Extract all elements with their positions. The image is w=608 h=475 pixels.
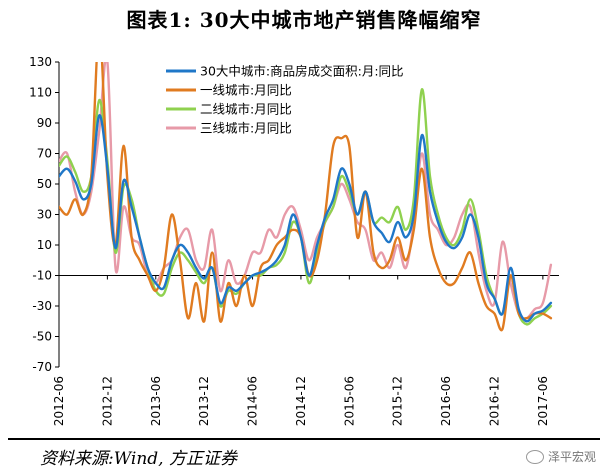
y-axis: -70 -50 -30 -10 10 30 50 70 90 110 130 <box>29 55 60 374</box>
chart-title: 图表1: 30大中城市地产销售降幅缩窄 <box>126 8 482 32</box>
x-tick-label: 2012-12 <box>100 376 114 426</box>
y-tick-label: 30 <box>37 208 52 222</box>
footer-divider <box>8 438 600 440</box>
x-tick-label: 2014-12 <box>294 376 308 426</box>
y-tick-label: -30 <box>32 299 52 313</box>
x-axis: 2012-06 2012-12 2013-06 2013-12 2014-06 2014-… <box>52 275 559 426</box>
x-tick-label: 2015-06 <box>342 376 356 426</box>
legend-label-3: 三线城市:月同比 <box>200 121 292 136</box>
legend-label-2: 二线城市:月同比 <box>200 102 292 117</box>
watermark-text: 泽平宏观 <box>547 450 596 464</box>
x-tick-label: 2013-12 <box>197 376 211 426</box>
y-tick-label: 70 <box>37 147 52 161</box>
series-layer <box>59 62 553 332</box>
y-tick-label: 10 <box>37 238 52 252</box>
y-tick-label: -70 <box>32 360 52 374</box>
x-tick-label: 2015-12 <box>391 376 405 426</box>
y-tick-label: 50 <box>37 177 52 191</box>
y-tick-label: -50 <box>32 330 52 344</box>
source-note: 资料来源:Wind, 方正证券 <box>40 449 237 469</box>
y-tick-label: 110 <box>29 86 52 100</box>
watermark: 泽平宏观 <box>525 448 596 465</box>
x-tick-label: 2017-06 <box>536 376 550 426</box>
wechat-icon <box>525 449 544 464</box>
x-tick-label: 2016-06 <box>439 376 453 426</box>
x-tick-label: 2012-06 <box>52 376 66 426</box>
legend: 30大中城市:商品房成交面积:月:同比一线城市:月同比二线城市:月同比三线城市:… <box>166 64 404 136</box>
x-tick-label: 2016-12 <box>487 376 501 426</box>
x-tick-label: 2013-06 <box>149 376 163 426</box>
series-line-0 <box>59 114 553 323</box>
x-tick-label: 2014-06 <box>246 376 260 426</box>
legend-label-0: 30大中城市:商品房成交面积:月:同比 <box>200 64 404 79</box>
y-tick-label: 130 <box>29 55 52 69</box>
y-tick-label: 90 <box>37 116 52 130</box>
y-tick-label: -10 <box>32 269 52 283</box>
legend-label-1: 一线城市:月同比 <box>200 83 292 98</box>
